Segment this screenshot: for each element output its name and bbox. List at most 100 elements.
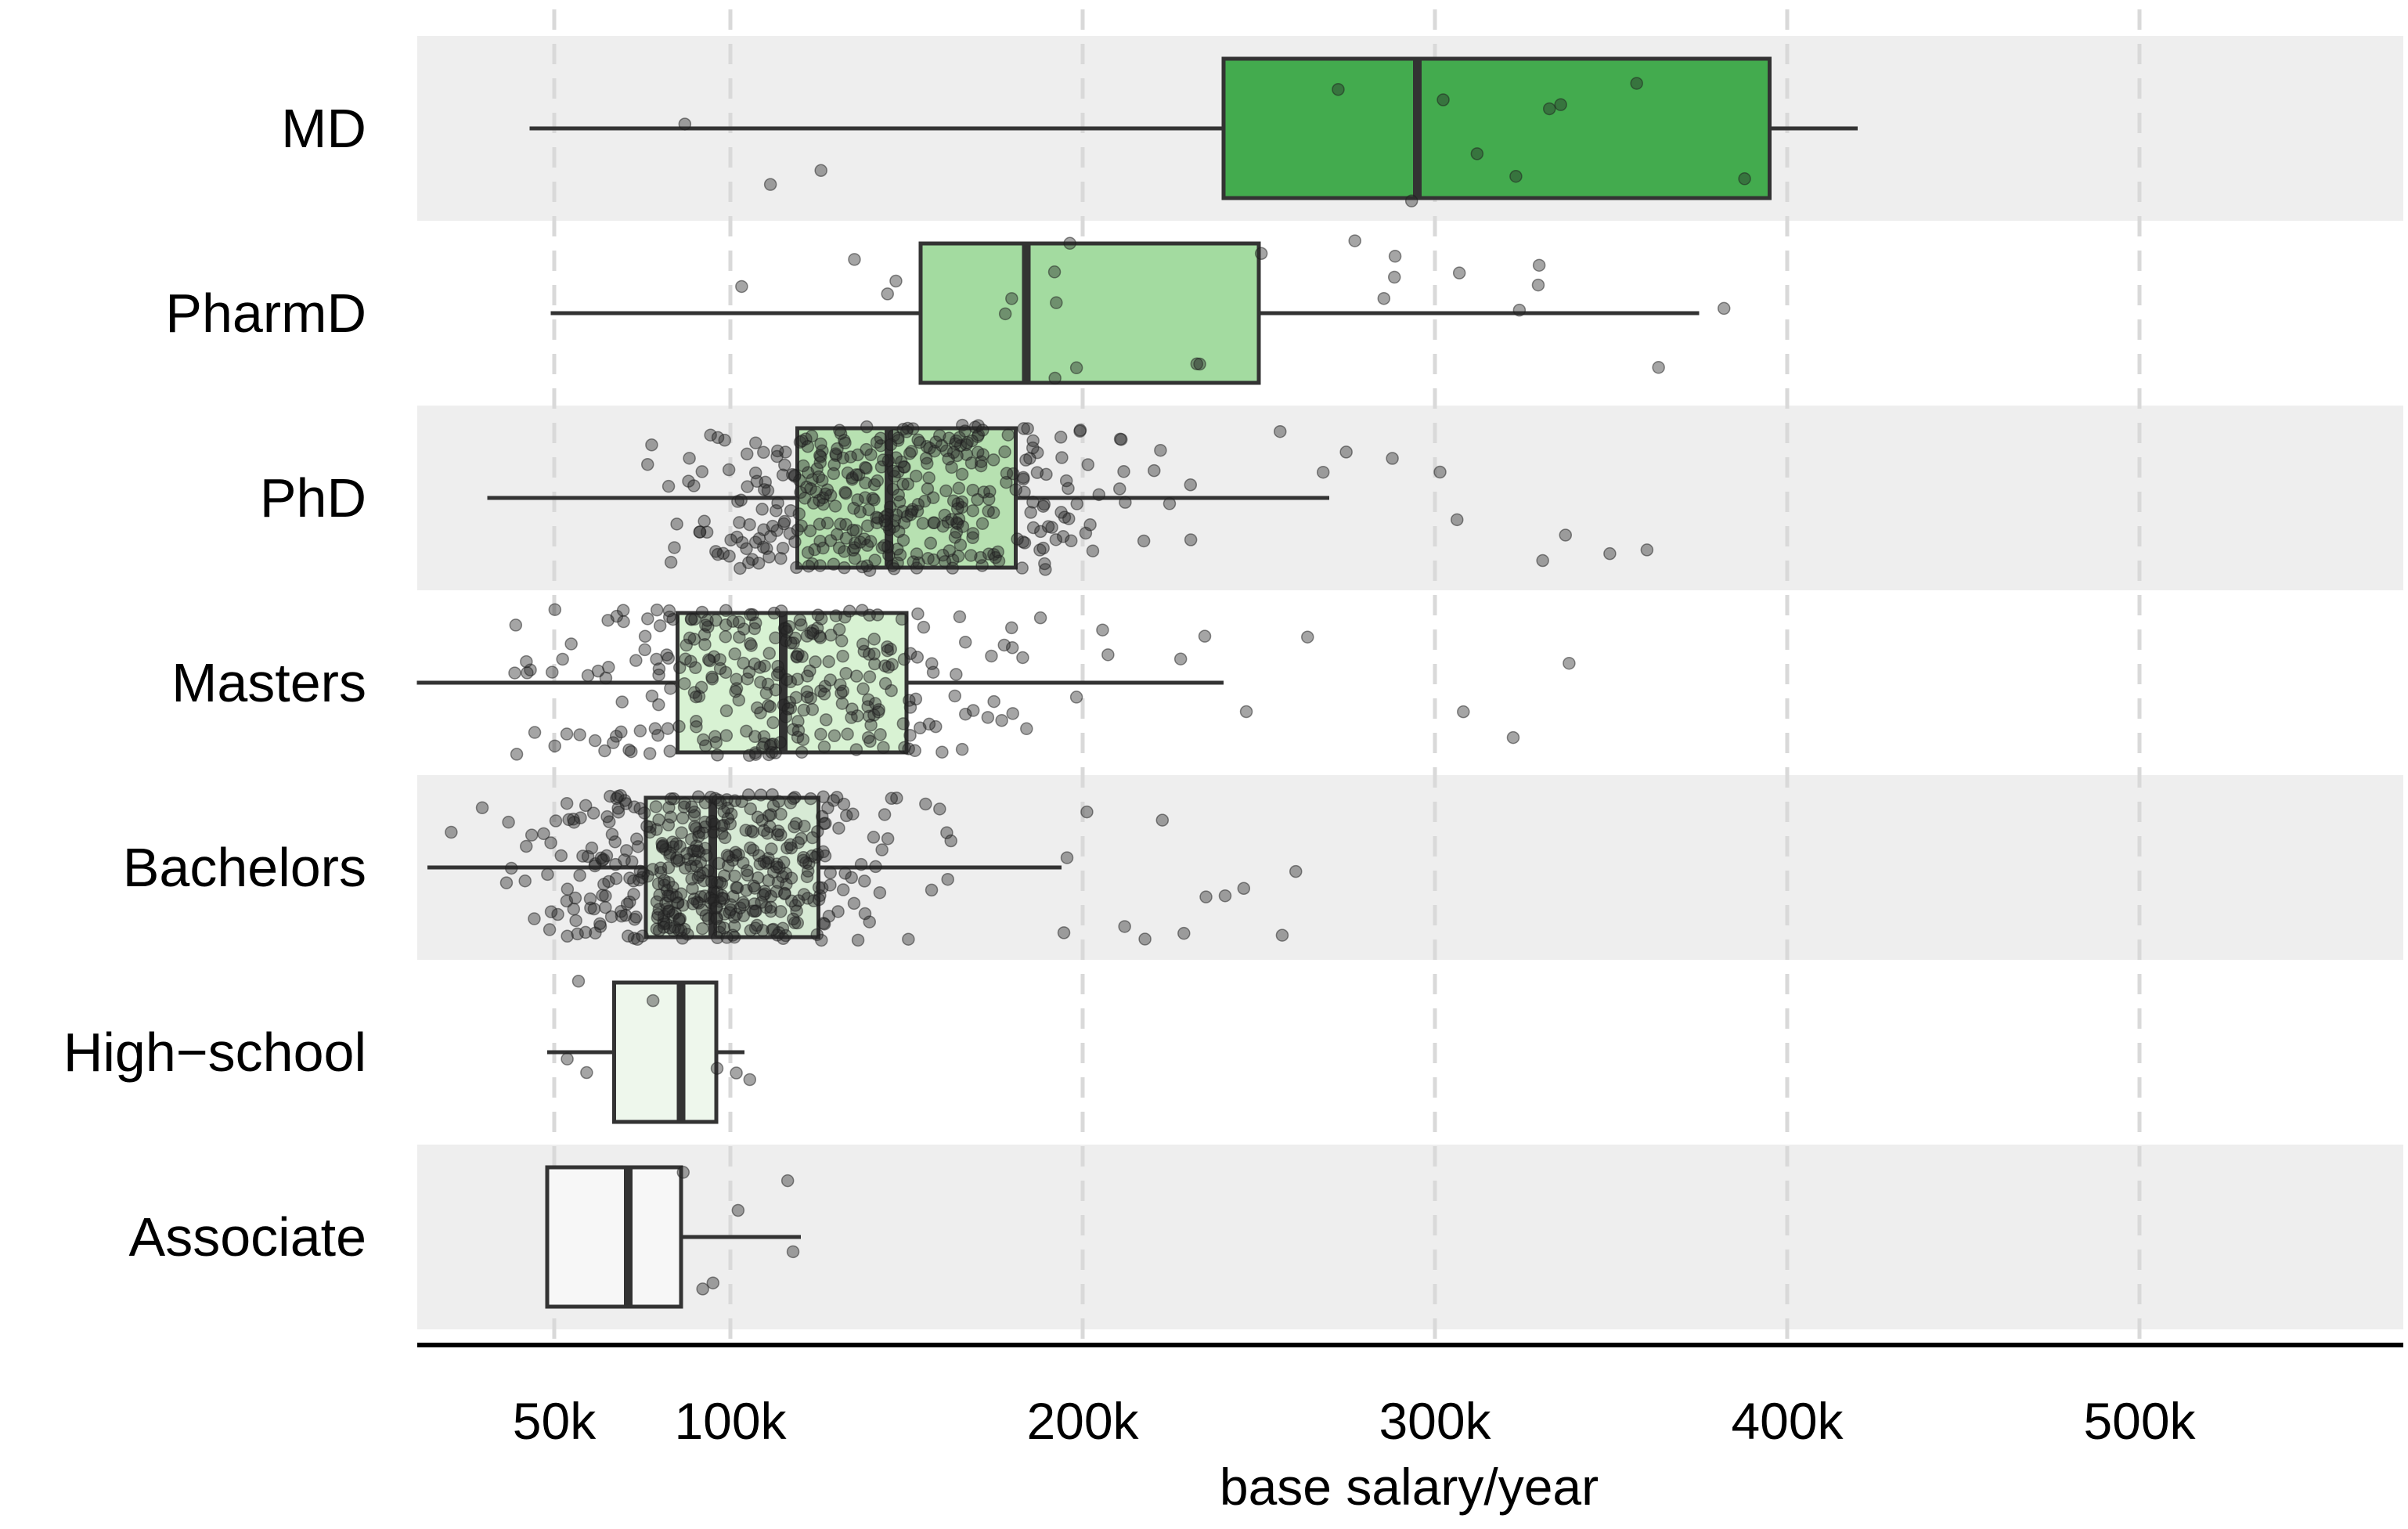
data-point: [643, 825, 657, 839]
data-point: [611, 790, 625, 803]
data-point: [746, 825, 760, 838]
data-point: [712, 793, 725, 807]
data-point: [791, 894, 806, 907]
data-point: [1047, 265, 1062, 279]
data-point: [1020, 722, 1033, 736]
data-point: [946, 561, 960, 575]
data-point: [683, 452, 696, 465]
data-point: [571, 975, 586, 988]
data-point: [742, 748, 756, 763]
data-point: [966, 704, 980, 717]
data-point: [554, 849, 568, 863]
data-point: [607, 736, 620, 749]
data-point: [620, 897, 634, 911]
data-point: [727, 911, 741, 924]
data-point: [908, 744, 921, 758]
data-point: [828, 499, 842, 513]
data-point: [849, 669, 863, 683]
data-point: [1273, 424, 1287, 438]
data-point: [867, 831, 881, 844]
data-point: [1000, 475, 1013, 489]
data-point: [713, 662, 727, 676]
data-point: [774, 604, 788, 618]
data-point: [839, 666, 853, 680]
data-point: [561, 929, 574, 943]
box-iqr: [545, 1165, 683, 1309]
data-point: [761, 484, 775, 497]
data-point: [902, 932, 915, 946]
data-point: [717, 805, 730, 819]
data-point: [615, 695, 629, 709]
data-point: [619, 844, 633, 857]
data-point: [838, 867, 852, 880]
data-point: [718, 831, 732, 845]
data-point: [863, 670, 877, 683]
data-point: [748, 730, 762, 743]
data-point: [800, 480, 813, 494]
data-point: [911, 607, 925, 621]
data-point: [569, 914, 582, 928]
data-point: [1005, 292, 1018, 305]
data-point: [798, 820, 811, 833]
data-point: [839, 809, 853, 823]
y-tick-label: PhD: [260, 467, 366, 528]
data-point: [778, 458, 791, 472]
data-point: [827, 729, 842, 743]
data-point: [946, 445, 961, 460]
data-point: [1069, 691, 1083, 704]
data-point: [723, 906, 736, 919]
data-point: [832, 622, 846, 636]
data-point: [877, 741, 890, 755]
data-point: [747, 879, 761, 893]
data-point: [982, 504, 995, 518]
data-point: [646, 993, 660, 1008]
data-point: [751, 701, 764, 715]
data-point: [543, 923, 557, 936]
data-point: [754, 788, 768, 802]
data-point: [819, 817, 832, 830]
data-point: [851, 933, 865, 947]
data-point: [757, 445, 770, 460]
data-point: [1118, 920, 1131, 933]
data-point: [751, 810, 765, 824]
data-point: [504, 861, 518, 875]
data-point: [772, 824, 785, 838]
data-point: [633, 724, 647, 737]
data-point: [707, 893, 720, 907]
x-tick-label: 300k: [1379, 1392, 1491, 1450]
data-point: [784, 796, 798, 810]
data-point: [1386, 452, 1399, 465]
data-point: [1036, 541, 1050, 555]
data-point: [609, 730, 623, 743]
data-point: [1316, 465, 1330, 479]
data-point: [791, 647, 805, 661]
data-point: [919, 797, 932, 811]
data-point: [673, 839, 687, 853]
data-point: [752, 557, 766, 570]
data-point: [611, 802, 625, 815]
data-point: [836, 883, 850, 896]
data-point: [700, 525, 714, 539]
data-point: [740, 447, 754, 461]
data-point: [705, 814, 719, 828]
data-point: [909, 469, 923, 483]
data-point: [1036, 499, 1050, 513]
data-point: [643, 747, 657, 760]
boxes-layer: [416, 56, 1858, 1309]
data-point: [884, 642, 897, 656]
data-point: [1069, 361, 1083, 375]
data-point: [615, 909, 629, 923]
data-point: [568, 891, 582, 905]
data-point: [860, 461, 873, 475]
data-point: [737, 656, 750, 670]
data-point: [722, 463, 736, 477]
data-point: [629, 911, 643, 924]
data-point: [750, 474, 764, 488]
data-point: [763, 178, 777, 191]
data-point: [976, 424, 990, 437]
data-point: [1063, 236, 1076, 251]
data-point: [1193, 357, 1206, 371]
data-point: [827, 467, 841, 481]
y-tick-label: High−school: [63, 1022, 366, 1083]
data-point: [807, 894, 820, 907]
